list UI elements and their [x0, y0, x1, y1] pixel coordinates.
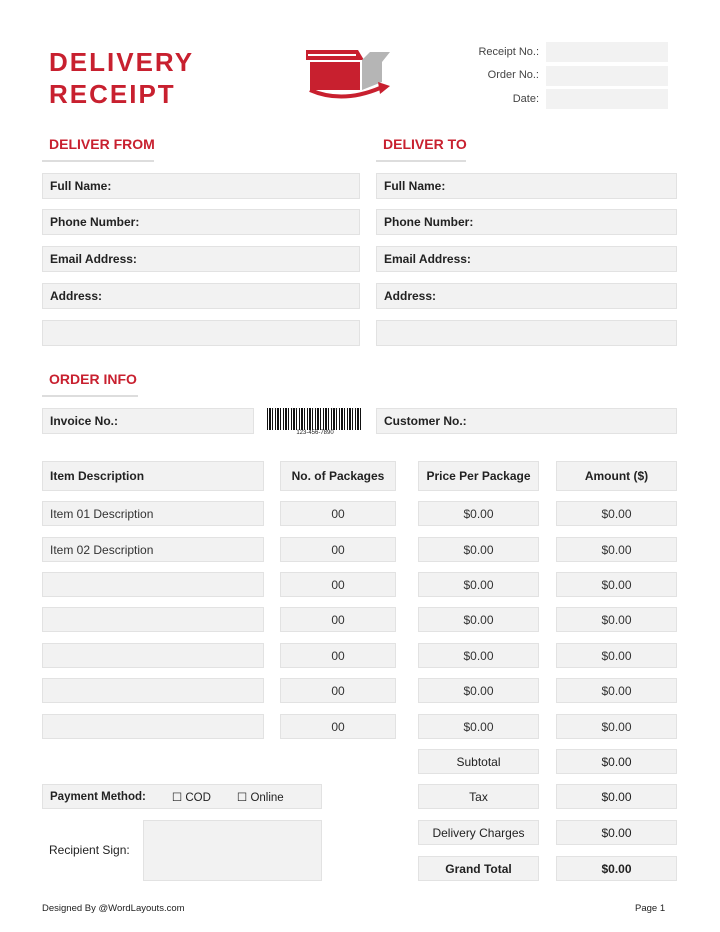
- header-description: Item Description: [42, 461, 264, 491]
- order-no-field[interactable]: [546, 66, 668, 86]
- footer-credit: Designed By @WordLayouts.com: [42, 903, 185, 914]
- from-email-field[interactable]: Email Address:: [42, 246, 360, 272]
- page-number: Page 1: [635, 903, 666, 914]
- delivery-charges-label: Delivery Charges: [418, 820, 539, 845]
- deliver-from-heading: DELIVER FROM: [49, 136, 155, 152]
- recipient-sign-label: Recipient Sign:: [49, 843, 130, 857]
- cell-price[interactable]: $0.00: [418, 643, 539, 668]
- from-full-name-field[interactable]: Full Name:: [42, 173, 360, 199]
- grand-total-value: $0.00: [556, 856, 677, 881]
- cell-packages[interactable]: 00: [280, 572, 396, 597]
- invoice-field[interactable]: Invoice No.:: [42, 408, 254, 434]
- from-address-line2[interactable]: [42, 320, 360, 346]
- cell-packages[interactable]: 00: [280, 678, 396, 703]
- to-email-field[interactable]: Email Address:: [376, 246, 677, 272]
- cell-price[interactable]: $0.00: [418, 607, 539, 632]
- cell-price[interactable]: $0.00: [418, 678, 539, 703]
- order-no-label: Order No.:: [487, 69, 539, 81]
- payment-method: Payment Method: ☐ COD ☐ Online: [42, 784, 322, 809]
- cell-description[interactable]: [42, 572, 264, 597]
- customer-field[interactable]: Customer No.:: [376, 408, 677, 434]
- cell-price[interactable]: $0.00: [418, 714, 539, 739]
- grand-total-label: Grand Total: [418, 856, 539, 881]
- cell-amount[interactable]: $0.00: [556, 643, 677, 668]
- cell-packages[interactable]: 00: [280, 643, 396, 668]
- cell-packages[interactable]: 00: [280, 714, 396, 739]
- header-packages: No. of Packages: [280, 461, 396, 491]
- cod-checkbox[interactable]: ☐ COD: [171, 791, 211, 804]
- cell-amount[interactable]: $0.00: [556, 537, 677, 562]
- cell-description[interactable]: [42, 643, 264, 668]
- cell-price[interactable]: $0.00: [418, 537, 539, 562]
- cell-description[interactable]: [42, 714, 264, 739]
- tax-label: Tax: [418, 784, 539, 809]
- cell-amount[interactable]: $0.00: [556, 501, 677, 526]
- cell-amount[interactable]: $0.00: [556, 678, 677, 703]
- cell-packages[interactable]: 00: [280, 607, 396, 632]
- cell-amount[interactable]: $0.00: [556, 607, 677, 632]
- online-checkbox[interactable]: ☐ Online: [236, 791, 284, 804]
- cell-amount[interactable]: $0.00: [556, 714, 677, 739]
- cell-price[interactable]: $0.00: [418, 572, 539, 597]
- receipt-no-field[interactable]: [546, 42, 668, 62]
- header-amount: Amount ($): [556, 461, 677, 491]
- delivery-box-logo: [306, 50, 390, 99]
- cell-description[interactable]: [42, 678, 264, 703]
- receipt-no-label: Receipt No.:: [478, 46, 539, 58]
- tax-value: $0.00: [556, 784, 677, 809]
- signature-field[interactable]: [143, 820, 322, 881]
- to-full-name-field[interactable]: Full Name:: [376, 173, 677, 199]
- cell-description[interactable]: [42, 607, 264, 632]
- cell-description[interactable]: Item 01 Description: [42, 501, 264, 526]
- from-address-field[interactable]: Address:: [42, 283, 360, 309]
- cell-price[interactable]: $0.00: [418, 501, 539, 526]
- header-price: Price Per Package: [418, 461, 539, 491]
- subtotal-value: $0.00: [556, 749, 677, 774]
- to-address-field[interactable]: Address:: [376, 283, 677, 309]
- date-label: Date:: [512, 93, 539, 105]
- to-address-line2[interactable]: [376, 320, 677, 346]
- delivery-charges-value: $0.00: [556, 820, 677, 845]
- cell-packages[interactable]: 00: [280, 501, 396, 526]
- deliver-to-heading: DELIVER TO: [383, 136, 467, 152]
- cell-packages[interactable]: 00: [280, 537, 396, 562]
- date-field[interactable]: [546, 89, 668, 109]
- order-info-heading: ORDER INFO: [49, 371, 137, 387]
- barcode: 123-456-7890: [267, 408, 363, 436]
- page-title: DELIVERY RECEIPT: [49, 47, 195, 109]
- to-phone-field[interactable]: Phone Number:: [376, 209, 677, 235]
- subtotal-label: Subtotal: [418, 749, 539, 774]
- from-phone-field[interactable]: Phone Number:: [42, 209, 360, 235]
- cell-description[interactable]: Item 02 Description: [42, 537, 264, 562]
- cell-amount[interactable]: $0.00: [556, 572, 677, 597]
